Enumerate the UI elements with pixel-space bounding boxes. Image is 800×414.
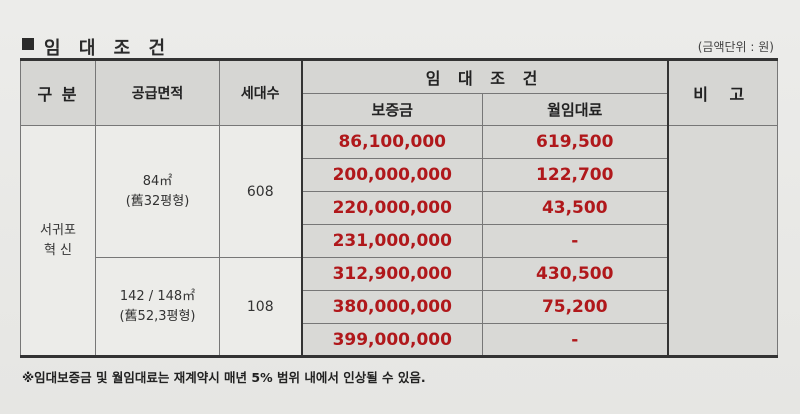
deposit-cell: 86,100,000: [300, 125, 483, 159]
header-remarks: 비 고: [667, 59, 778, 126]
region-line1: 서귀포: [40, 222, 76, 238]
header-lease-terms: 임 대 조 건: [300, 59, 669, 94]
deposit-cell: 312,900,000: [300, 257, 483, 291]
deposit-cell: 399,000,000: [300, 323, 483, 357]
area-cell: 84㎡ (舊32평형): [95, 125, 220, 258]
area-cell: 142 / 148㎡ (舊52,3평형): [95, 257, 220, 357]
header-households: 세대수: [219, 59, 302, 126]
rent-cell: -: [482, 224, 669, 258]
deposit-cell: 200,000,000: [300, 158, 483, 192]
header-supply-area: 공급면적: [95, 59, 220, 126]
households-cell: 108: [219, 257, 302, 357]
lease-terms-table: 구 분 공급면적 세대수 임 대 조 건 비 고 보증금 월임대료 서귀포 혁 …: [20, 58, 778, 358]
unit-note: (금액단위 : 원): [697, 40, 774, 54]
rent-cell: 43,500: [482, 191, 669, 225]
remarks-cell: [667, 125, 778, 357]
area-line1: 84㎡: [142, 173, 173, 189]
header-monthly-rent: 월임대료: [482, 93, 669, 126]
area-line1: 142 / 148㎡: [119, 288, 196, 304]
rent-cell: 75,200: [482, 290, 669, 324]
region-line2: 혁 신: [43, 242, 73, 258]
region-cell: 서귀포 혁 신: [20, 125, 96, 357]
section-header: 임 대 조 건 (금액단위 : 원): [22, 34, 780, 59]
rent-cell: 122,700: [482, 158, 669, 192]
header-deposit: 보증금: [300, 93, 483, 126]
section-title: 임 대 조 건: [44, 38, 172, 59]
area-line2: (舊32평형): [125, 193, 190, 209]
rent-cell: 430,500: [482, 257, 669, 291]
deposit-cell: 220,000,000: [300, 191, 483, 225]
area-line2: (舊52,3평형): [119, 308, 196, 324]
households-cell: 608: [219, 125, 302, 258]
rent-cell: -: [482, 323, 669, 357]
deposit-cell: 380,000,000: [300, 290, 483, 324]
header-division: 구 분: [20, 59, 96, 126]
footnote: ※임대보증금 및 월임대료는 재계약시 매년 5% 범위 내에서 인상될 수 있…: [22, 370, 426, 385]
bullet-square-icon: [22, 38, 34, 50]
rent-cell: 619,500: [482, 125, 669, 159]
deposit-cell: 231,000,000: [300, 224, 483, 258]
